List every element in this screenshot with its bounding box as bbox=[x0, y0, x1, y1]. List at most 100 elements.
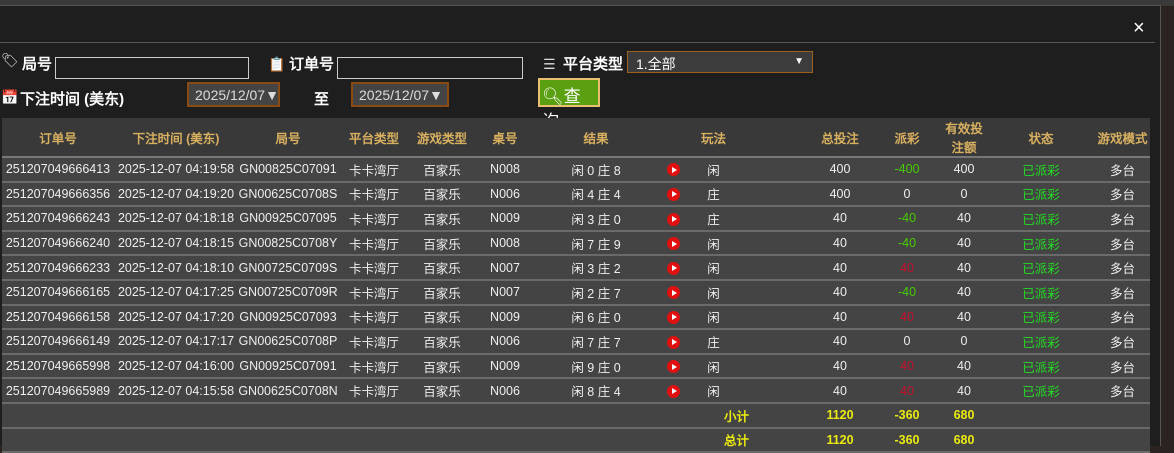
cell-platform: 卡卡湾厅 bbox=[338, 157, 410, 183]
cell-game-mode: 多台 bbox=[1095, 329, 1150, 355]
date-from-select[interactable]: 2025/12/07▼ bbox=[187, 82, 280, 107]
replay-cell bbox=[656, 304, 690, 331]
header-total-bet: 总投注 bbox=[807, 118, 873, 158]
platform-select[interactable]: 1.全部 ▼ bbox=[627, 51, 813, 73]
cell-game-mode: 多台 bbox=[1095, 181, 1150, 208]
cell-bet-time: 2025-12-07 04:18:18 bbox=[114, 206, 238, 232]
play-replay-icon[interactable] bbox=[666, 237, 680, 251]
order-input[interactable] bbox=[337, 57, 523, 79]
cell-total-bet: 40 bbox=[807, 378, 873, 404]
cell-valid-bet: 400 bbox=[941, 157, 987, 183]
date-to-select[interactable]: 2025/12/07▼ bbox=[351, 82, 449, 107]
cell-platform: 卡卡湾厅 bbox=[338, 329, 410, 355]
cell-round-no: GN00625C0708N bbox=[238, 378, 338, 404]
replay-cell bbox=[656, 206, 690, 232]
summary-payout: -360 bbox=[873, 402, 941, 429]
cell-game-type: 百家乐 bbox=[410, 329, 474, 355]
cell-game-type: 百家乐 bbox=[410, 206, 474, 232]
cell-order-no: 251207049666149 bbox=[2, 329, 114, 355]
cell-round-no: GN00625C0708S bbox=[238, 181, 338, 208]
header-bet-type: 玩法 bbox=[690, 118, 807, 158]
header-divider bbox=[0, 42, 1155, 43]
play-replay-icon[interactable] bbox=[666, 286, 680, 300]
cell-table-no: N007 bbox=[474, 255, 536, 281]
cell-status: 已派彩 bbox=[987, 206, 1095, 232]
cell-result: 闲 2 庄 7 bbox=[536, 279, 656, 306]
order-label: 订单号 bbox=[289, 56, 335, 73]
cell-status: 已派彩 bbox=[987, 181, 1095, 208]
play-replay-icon[interactable] bbox=[666, 163, 680, 177]
replay-cell bbox=[656, 353, 690, 380]
cell-payout: -40 bbox=[873, 279, 941, 306]
play-replay-icon[interactable] bbox=[666, 187, 680, 201]
header-round-no: 局号 bbox=[238, 118, 338, 158]
play-replay-icon[interactable] bbox=[666, 212, 680, 226]
cell-game-mode: 多台 bbox=[1095, 279, 1150, 306]
play-replay-icon[interactable] bbox=[666, 335, 680, 349]
header-platform: 平台类型 bbox=[338, 118, 410, 158]
platform-label: 平台类型 bbox=[563, 56, 624, 73]
cell-status: 已派彩 bbox=[987, 378, 1095, 404]
table-row: 251207049666356 2025-12-07 04:19:20 GN0062… bbox=[2, 181, 1150, 208]
close-icon[interactable]: × bbox=[1133, 17, 1145, 39]
header-game-type: 游戏类型 bbox=[410, 118, 474, 158]
tag-icon: 🏷 bbox=[1, 52, 19, 68]
play-replay-icon[interactable] bbox=[666, 384, 680, 398]
cell-round-no: GN00925C07095 bbox=[238, 206, 338, 232]
play-replay-icon[interactable] bbox=[666, 310, 680, 324]
cell-table-no: N009 bbox=[474, 304, 536, 331]
table-row: 251207049665998 2025-12-07 04:16:00 GN0092… bbox=[2, 353, 1150, 380]
replay-cell bbox=[656, 378, 690, 404]
platform-selected: 1.全部 bbox=[636, 56, 676, 72]
cell-valid-bet: 40 bbox=[941, 279, 987, 306]
cell-order-no: 251207049666165 bbox=[2, 279, 114, 306]
play-replay-icon[interactable] bbox=[666, 360, 680, 374]
cell-payout: -40 bbox=[873, 230, 941, 257]
cell-order-no: 251207049665998 bbox=[2, 353, 114, 380]
cell-bet-type: 闲 bbox=[690, 378, 807, 404]
cell-total-bet: 40 bbox=[807, 329, 873, 355]
cell-order-no: 251207049666243 bbox=[2, 206, 114, 232]
summary-valid-bet: 680 bbox=[941, 427, 987, 453]
cell-bet-type: 闲 bbox=[690, 279, 807, 306]
cell-round-no: GN00925C07091 bbox=[238, 353, 338, 380]
cell-platform: 卡卡湾厅 bbox=[338, 304, 410, 331]
cell-total-bet: 400 bbox=[807, 157, 873, 183]
play-replay-icon[interactable] bbox=[666, 261, 680, 275]
cell-order-no: 251207049666356 bbox=[2, 181, 114, 208]
header-result: 结果 bbox=[536, 118, 656, 158]
cell-bet-type: 庄 bbox=[690, 181, 807, 208]
replay-cell bbox=[656, 157, 690, 183]
header-status: 状态 bbox=[987, 118, 1095, 158]
cell-payout: 0 bbox=[873, 181, 941, 208]
cell-status: 已派彩 bbox=[987, 230, 1095, 257]
cell-order-no: 251207049666233 bbox=[2, 255, 114, 281]
cell-game-type: 百家乐 bbox=[410, 157, 474, 183]
cell-payout: 40 bbox=[873, 378, 941, 404]
summary-payout: -360 bbox=[873, 427, 941, 453]
cell-total-bet: 400 bbox=[807, 181, 873, 208]
cell-valid-bet: 40 bbox=[941, 255, 987, 281]
cell-bet-time: 2025-12-07 04:18:15 bbox=[114, 230, 238, 257]
cell-game-mode: 多台 bbox=[1095, 157, 1150, 183]
query-button[interactable]: 🔍︎查询 bbox=[538, 78, 600, 131]
cell-table-no: N008 bbox=[474, 157, 536, 183]
cell-platform: 卡卡湾厅 bbox=[338, 378, 410, 404]
cell-bet-type: 庄 bbox=[690, 206, 807, 232]
subtotal-row: 小计 1120 -360 680 bbox=[2, 402, 1150, 429]
cell-game-type: 百家乐 bbox=[410, 181, 474, 208]
cell-payout: 40 bbox=[873, 353, 941, 380]
cell-payout: -40 bbox=[873, 206, 941, 232]
caret-down-icon: ▼ bbox=[794, 56, 804, 67]
cell-valid-bet: 40 bbox=[941, 206, 987, 232]
cell-order-no: 251207049665989 bbox=[2, 378, 114, 404]
round-input[interactable] bbox=[55, 57, 249, 79]
cell-result: 闲 3 庄 2 bbox=[536, 255, 656, 281]
cell-result: 闲 7 庄 9 bbox=[536, 230, 656, 257]
cell-valid-bet: 0 bbox=[941, 181, 987, 208]
table-row: 251207049665989 2025-12-07 04:15:58 GN0062… bbox=[2, 378, 1150, 404]
cell-status: 已派彩 bbox=[987, 304, 1095, 331]
cell-round-no: GN00725C0709R bbox=[238, 279, 338, 306]
cell-valid-bet: 0 bbox=[941, 329, 987, 355]
calendar-icon: 📅 bbox=[1, 89, 19, 105]
